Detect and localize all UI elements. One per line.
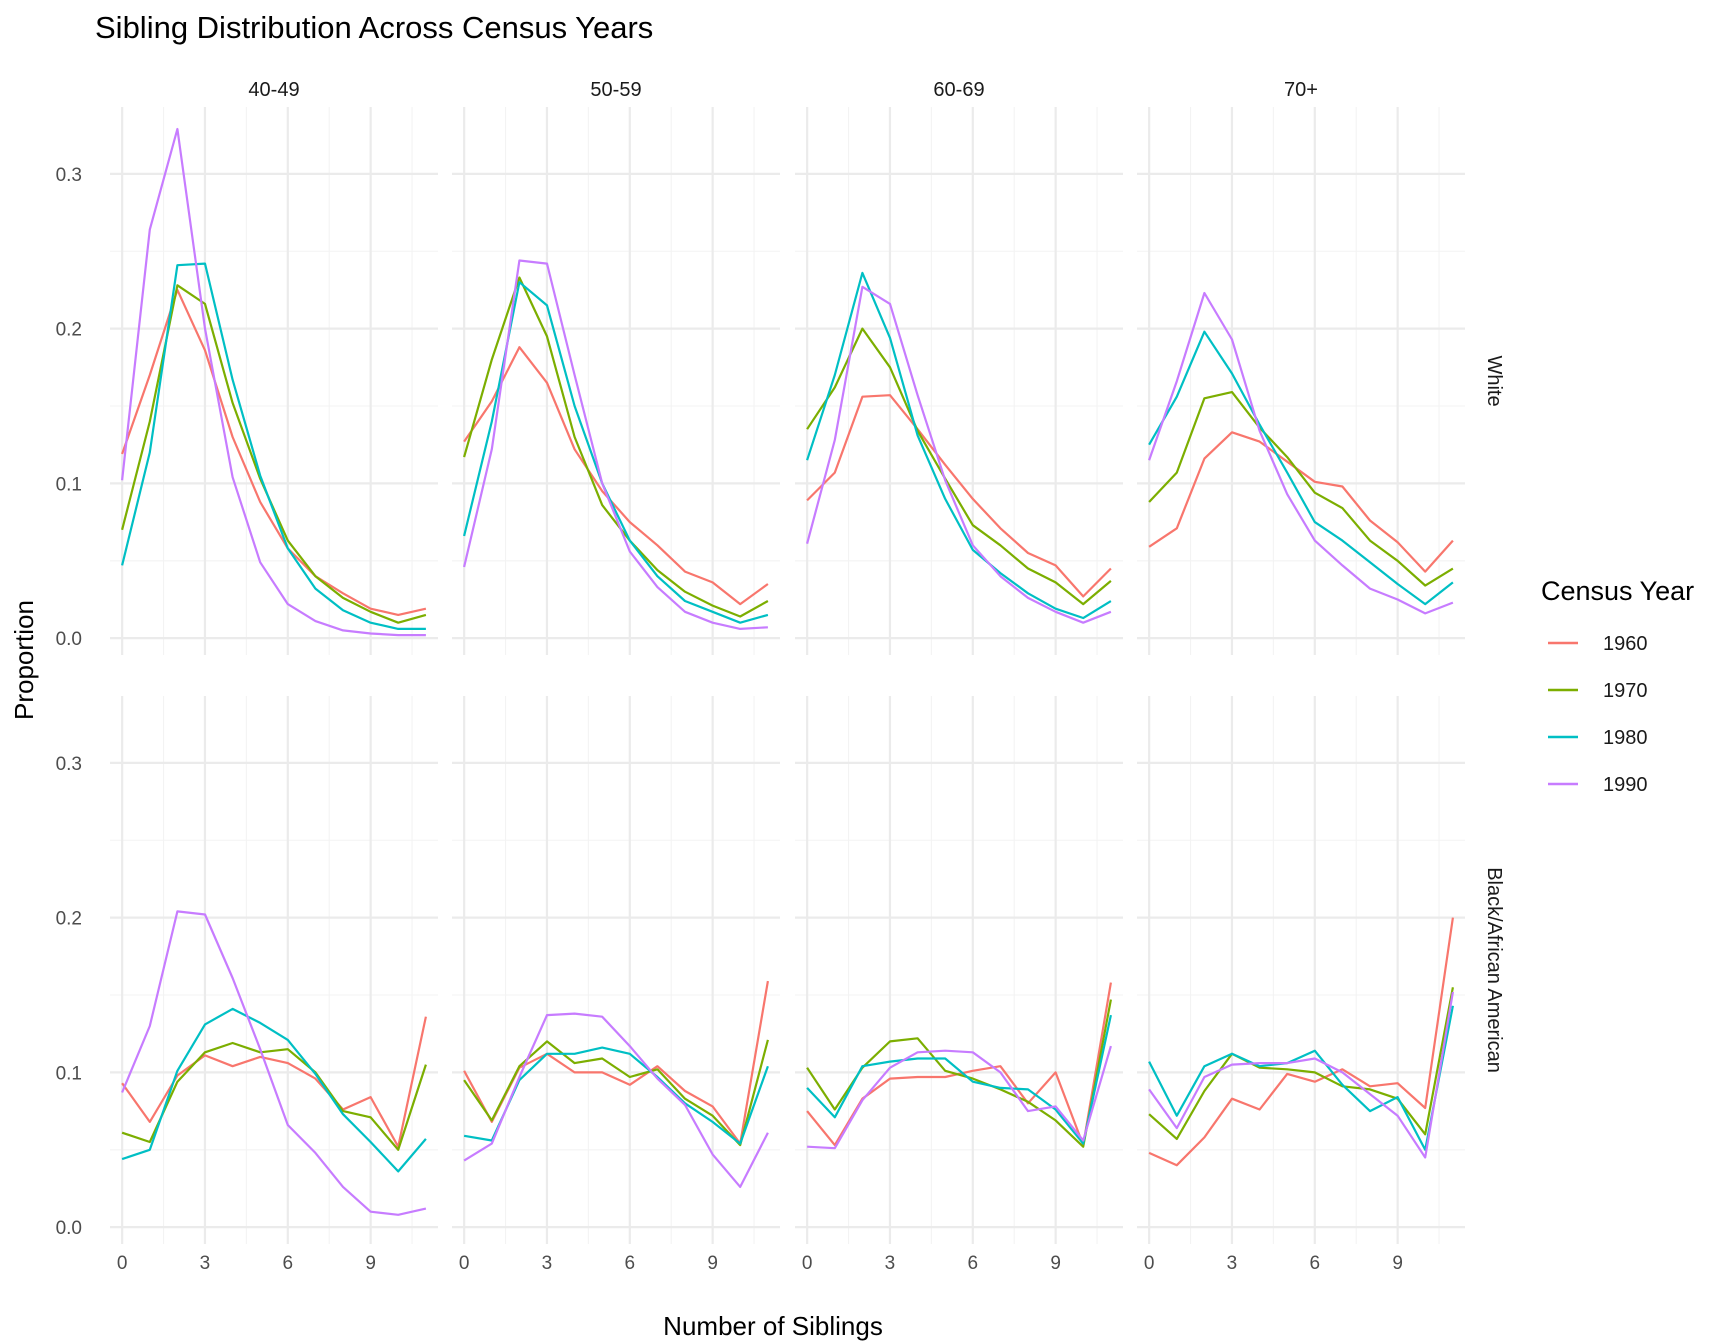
series-line-1980 [121, 262, 426, 631]
strip-label-white: White [1483, 355, 1505, 406]
y-tick-label: 0.1 [56, 474, 82, 495]
legend-label-1970: 1970 [1603, 680, 1648, 702]
panel-black-african-american-70: Black/African American 0 3 6 9 [1137, 696, 1505, 1274]
x-tick-label: 3 [200, 1253, 211, 1274]
x-tick-label: 0 [1144, 1253, 1155, 1274]
strip-label-40-49: 40-49 [248, 79, 299, 101]
chart-title: Sibling Distribution Across Census Years [95, 10, 653, 45]
y-tick-label: 0.2 [56, 320, 82, 341]
legend-label-1980: 1980 [1603, 727, 1648, 749]
legend-entry-1990: 1990 [1548, 774, 1648, 796]
strip-label-black-african-american: Black/African American [1483, 867, 1505, 1073]
series-line-1970 [121, 1041, 427, 1151]
panel-white-70: 70+ White [1137, 79, 1505, 655]
x-tick-label: 6 [283, 1253, 294, 1274]
x-tick-label: 6 [1310, 1253, 1321, 1274]
series-line-1960 [1148, 917, 1454, 1167]
y-tick-label: 0.3 [56, 754, 82, 775]
series-line-1990 [463, 1012, 769, 1189]
y-axis-title: Proportion [9, 600, 39, 720]
x-tick-label: 6 [625, 1253, 636, 1274]
panel-white-40-49: 40-49 0.0 0.1 0.2 0.3 [56, 79, 438, 655]
legend-label-1990: 1990 [1603, 774, 1648, 796]
y-tick-label: 0.0 [56, 1218, 82, 1239]
legend-entry-1960: 1960 [1548, 633, 1648, 655]
x-tick-label: 0 [459, 1253, 470, 1274]
y-tick-label: 0.0 [56, 629, 82, 650]
panel-white-60-69: 60-69 [795, 79, 1123, 655]
panels-layer: 40-490.00.10.20.350-59 60-69 70+White0.00.… [56, 79, 1505, 1274]
x-tick-label: 6 [968, 1253, 979, 1274]
series-line-1990 [121, 910, 427, 1216]
strip-label-70: 70+ [1284, 79, 1318, 101]
series-line-1990 [1148, 991, 1454, 1159]
x-tick-label: 9 [1392, 1253, 1403, 1274]
legend: Census Year 1960 1970 1980 1990 [1541, 576, 1694, 796]
series-line-1980 [463, 281, 769, 624]
series-line-1990 [121, 127, 426, 637]
series-line-1980 [121, 1007, 427, 1173]
series-line-1980 [1148, 1005, 1454, 1151]
x-axis-title: Number of Siblings [663, 1311, 883, 1341]
x-tick-label: 9 [365, 1253, 376, 1274]
y-tick-label: 0.1 [56, 1063, 82, 1084]
panel-black-african-american-50-59: 0 3 6 9 [452, 696, 780, 1274]
series-line-1960 [1148, 431, 1454, 573]
series-line-1970 [806, 327, 1112, 606]
series-line-1990 [1148, 291, 1454, 615]
panel-white-50-59: 50-59 [452, 79, 780, 655]
x-tick-label: 0 [117, 1253, 128, 1274]
x-tick-label: 9 [707, 1253, 718, 1274]
legend-label-1960: 1960 [1603, 633, 1648, 655]
series-line-1960 [806, 394, 1112, 598]
strip-label-50-59: 50-59 [590, 79, 641, 101]
x-tick-label: 3 [1227, 1253, 1238, 1274]
series-line-1970 [1148, 391, 1454, 587]
x-tick-label: 9 [1050, 1253, 1061, 1274]
x-tick-label: 3 [542, 1253, 553, 1274]
series-line-1970 [463, 1039, 769, 1147]
series-line-1960 [463, 980, 769, 1145]
panel-black-african-american-40-49: 0.0 0.1 0.2 0.3 0 3 6 9 [56, 696, 438, 1274]
x-tick-label: 3 [885, 1253, 896, 1274]
series-line-1980 [806, 1014, 1112, 1145]
series-line-1980 [463, 1046, 769, 1145]
y-tick-label: 0.3 [56, 165, 82, 186]
y-tick-label: 0.2 [56, 909, 82, 930]
panel-black-african-american-60-69: 0 3 6 9 [795, 696, 1123, 1274]
series-line-1960 [463, 346, 769, 606]
legend-title: Census Year [1541, 576, 1694, 606]
series-line-1990 [807, 1045, 1112, 1150]
series-line-1990 [806, 285, 1112, 624]
strip-label-60-69: 60-69 [933, 79, 984, 101]
series-line-1980 [806, 271, 1112, 620]
x-tick-label: 0 [802, 1253, 813, 1274]
series-line-1980 [1148, 330, 1454, 606]
legend-entry-1980: 1980 [1548, 727, 1648, 749]
legend-entry-1970: 1970 [1548, 680, 1648, 702]
series-line-1990 [463, 259, 768, 631]
